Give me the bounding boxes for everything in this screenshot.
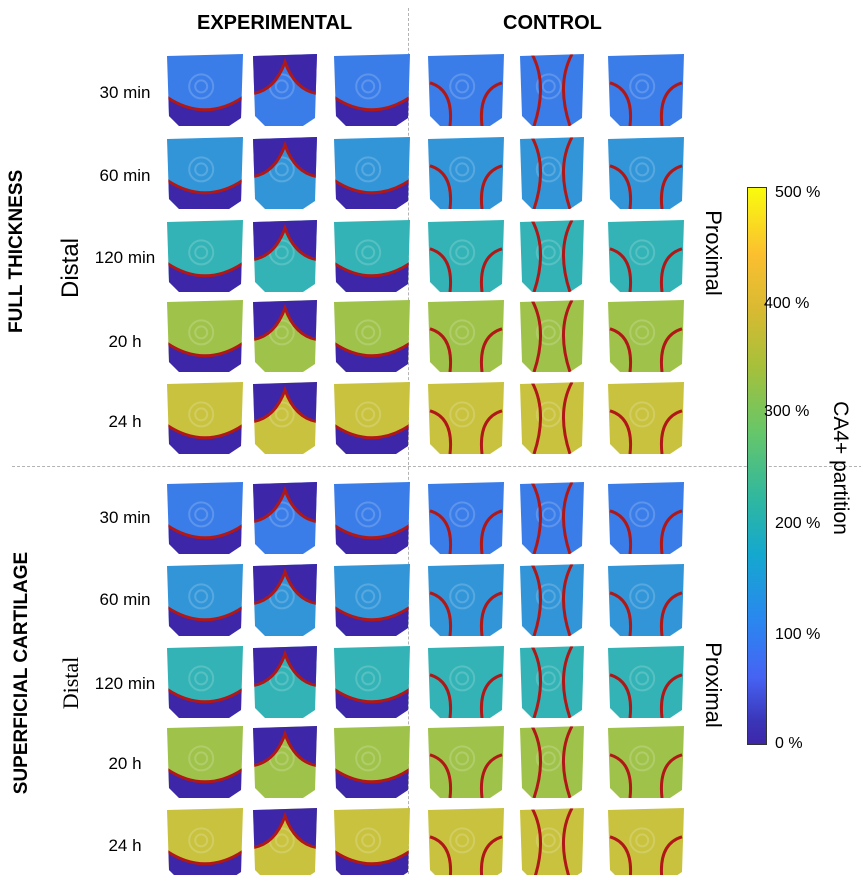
sample-panel bbox=[520, 808, 584, 875]
sample-panel bbox=[520, 646, 584, 718]
sample-panel bbox=[167, 220, 243, 292]
colorbar-title: CA4+ partition bbox=[829, 401, 852, 535]
time-label: 120 min bbox=[94, 248, 156, 267]
sample-panel bbox=[428, 482, 504, 554]
sample-panel bbox=[428, 808, 504, 875]
sample-panel bbox=[334, 220, 410, 292]
sample-panel bbox=[253, 564, 317, 636]
sample-panel bbox=[167, 808, 243, 875]
sample-panel bbox=[428, 564, 504, 636]
sample-panel bbox=[334, 482, 410, 554]
sample-panel bbox=[167, 564, 243, 636]
time-label: 20 h bbox=[108, 332, 142, 351]
time-label: 30 min bbox=[99, 83, 151, 102]
sample-panel bbox=[608, 137, 684, 209]
sample-panel bbox=[520, 726, 584, 798]
sample-panel bbox=[428, 300, 504, 372]
sample-panel bbox=[608, 646, 684, 718]
sample-panel bbox=[608, 726, 684, 798]
colorbar-tick: 400 % bbox=[764, 295, 810, 312]
sample-panel bbox=[608, 54, 684, 126]
sample-panel bbox=[334, 54, 410, 126]
sample-panel bbox=[428, 220, 504, 292]
sample-panel bbox=[253, 54, 317, 126]
sample-panel bbox=[253, 300, 317, 372]
sample-panel bbox=[253, 726, 317, 798]
time-label: 60 min bbox=[99, 166, 151, 185]
vertical-divider bbox=[408, 8, 409, 874]
sample-panel bbox=[520, 220, 584, 292]
sample-panel bbox=[253, 220, 317, 292]
sample-panel bbox=[608, 300, 684, 372]
sample-panel bbox=[253, 646, 317, 718]
sample-panel bbox=[520, 382, 584, 454]
sample-panel bbox=[253, 482, 317, 554]
sample-panel bbox=[520, 54, 584, 126]
experimental-header: EXPERIMENTAL bbox=[197, 12, 353, 34]
sample-panel bbox=[167, 482, 243, 554]
colorbar-tick: 500 % bbox=[775, 184, 821, 201]
colorbar-tick: 0 % bbox=[775, 735, 803, 752]
sample-panel bbox=[334, 300, 410, 372]
sample-panel bbox=[608, 564, 684, 636]
sample-panel bbox=[608, 808, 684, 875]
sample-panel bbox=[334, 137, 410, 209]
sample-panel bbox=[334, 726, 410, 798]
time-label: 60 min bbox=[99, 590, 151, 609]
sample-panel bbox=[520, 564, 584, 636]
sample-panel bbox=[428, 137, 504, 209]
time-label: 120 min bbox=[94, 674, 156, 693]
sample-panel bbox=[428, 382, 504, 454]
sample-panel bbox=[167, 646, 243, 718]
sample-panel bbox=[428, 726, 504, 798]
sample-panel bbox=[608, 382, 684, 454]
sample-panel bbox=[334, 382, 410, 454]
sample-panel bbox=[428, 646, 504, 718]
colorbar-tick: 300 % bbox=[764, 403, 810, 420]
sample-panel bbox=[167, 300, 243, 372]
control-header: CONTROL bbox=[503, 12, 602, 34]
time-label: 20 h bbox=[108, 754, 142, 773]
sample-panel bbox=[608, 220, 684, 292]
sample-panel bbox=[253, 382, 317, 454]
sample-panel bbox=[334, 646, 410, 718]
time-label: 30 min bbox=[99, 508, 151, 527]
time-label: 24 h bbox=[108, 412, 142, 431]
colorbar-tick: 200 % bbox=[775, 515, 821, 532]
sample-panel bbox=[608, 482, 684, 554]
horizontal-divider bbox=[12, 466, 861, 467]
sample-panel bbox=[167, 137, 243, 209]
colorbar bbox=[747, 187, 767, 745]
sample-panel bbox=[520, 137, 584, 209]
sample-panel bbox=[520, 300, 584, 372]
sample-panel bbox=[428, 54, 504, 126]
sample-panel bbox=[167, 382, 243, 454]
sample-panel bbox=[334, 564, 410, 636]
sample-panel bbox=[253, 137, 317, 209]
sample-panel bbox=[167, 726, 243, 798]
sample-panel bbox=[253, 808, 317, 875]
sample-panel bbox=[167, 54, 243, 126]
time-label: 24 h bbox=[108, 836, 142, 855]
sample-panel bbox=[520, 482, 584, 554]
sample-panel bbox=[334, 808, 410, 875]
colorbar-tick: 100 % bbox=[775, 626, 821, 643]
